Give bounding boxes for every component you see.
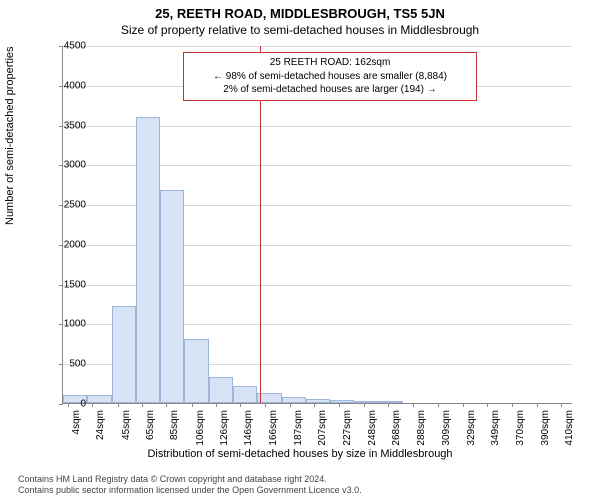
y-tick-label: 1500 — [40, 279, 86, 290]
histogram-bar — [282, 397, 306, 403]
y-tick-label: 4500 — [40, 41, 86, 52]
x-tick-mark — [537, 403, 538, 407]
x-tick-mark — [216, 403, 217, 407]
x-tick-mark — [240, 403, 241, 407]
x-tick-mark — [413, 403, 414, 407]
x-tick-label: 4sqm — [71, 410, 82, 434]
x-tick-label: 410sqm — [564, 410, 575, 446]
y-tick-label: 3500 — [40, 120, 86, 131]
y-tick-label: 0 — [40, 399, 86, 410]
x-tick-label: 85sqm — [169, 410, 180, 440]
y-tick-label: 1000 — [40, 319, 86, 330]
histogram-bar — [160, 190, 184, 403]
x-tick-mark — [290, 403, 291, 407]
histogram-bar — [184, 339, 208, 403]
x-tick-mark — [561, 403, 562, 407]
y-tick-label: 4000 — [40, 80, 86, 91]
x-tick-mark — [192, 403, 193, 407]
x-tick-mark — [463, 403, 464, 407]
histogram-bar — [87, 395, 111, 403]
y-tick-label: 3000 — [40, 160, 86, 171]
histogram-bar — [233, 386, 257, 404]
histogram-bar — [257, 393, 281, 403]
x-tick-mark — [118, 403, 119, 407]
x-tick-label: 309sqm — [441, 410, 452, 446]
footnote: Contains HM Land Registry data © Crown c… — [18, 474, 362, 497]
y-axis-label: Number of semi-detached properties — [4, 46, 16, 225]
x-tick-mark — [92, 403, 93, 407]
chart-title: 25, REETH ROAD, MIDDLESBROUGH, TS5 5JN — [0, 0, 600, 21]
x-tick-label: 349sqm — [490, 410, 501, 446]
x-tick-label: 370sqm — [515, 410, 526, 446]
x-tick-label: 24sqm — [95, 410, 106, 440]
x-tick-label: 207sqm — [317, 410, 328, 446]
x-tick-mark — [339, 403, 340, 407]
footnote-line2: Contains public sector information licen… — [18, 485, 362, 496]
x-tick-label: 248sqm — [367, 410, 378, 446]
y-tick-label: 500 — [40, 359, 86, 370]
x-tick-mark — [388, 403, 389, 407]
histogram-bar — [330, 400, 354, 403]
x-tick-label: 227sqm — [342, 410, 353, 446]
x-tick-label: 166sqm — [268, 410, 279, 446]
x-tick-label: 126sqm — [219, 410, 230, 446]
x-axis-label: Distribution of semi-detached houses by … — [0, 448, 600, 460]
grid-line — [63, 46, 572, 47]
y-tick-label: 2500 — [40, 200, 86, 211]
histogram-bar — [306, 399, 330, 403]
histogram-bar — [379, 401, 403, 403]
histogram-bar — [136, 117, 160, 403]
y-tick-label: 2000 — [40, 239, 86, 250]
x-tick-label: 106sqm — [195, 410, 206, 446]
histogram-bar — [112, 306, 136, 403]
histogram-bar — [209, 377, 233, 403]
x-tick-mark — [438, 403, 439, 407]
x-tick-label: 268sqm — [391, 410, 402, 446]
x-tick-label: 65sqm — [145, 410, 156, 440]
annotation-line3: 2% of semi-detached houses are larger (1… — [190, 83, 470, 97]
x-tick-mark — [364, 403, 365, 407]
x-tick-mark — [487, 403, 488, 407]
x-tick-label: 329sqm — [466, 410, 477, 446]
x-tick-label: 187sqm — [293, 410, 304, 446]
x-tick-mark — [314, 403, 315, 407]
x-tick-mark — [166, 403, 167, 407]
x-tick-label: 45sqm — [121, 410, 132, 440]
x-tick-label: 146sqm — [243, 410, 254, 446]
annotation-line1: 25 REETH ROAD: 162sqm — [190, 56, 470, 70]
footnote-line1: Contains HM Land Registry data © Crown c… — [18, 474, 362, 485]
x-tick-label: 288sqm — [416, 410, 427, 446]
annotation-box: 25 REETH ROAD: 162sqm← 98% of semi-detac… — [183, 52, 477, 101]
chart-subtitle: Size of property relative to semi-detach… — [0, 21, 600, 37]
histogram-bar — [354, 401, 378, 403]
plot-area: 25 REETH ROAD: 162sqm← 98% of semi-detac… — [62, 46, 572, 404]
x-tick-mark — [142, 403, 143, 407]
x-tick-mark — [265, 403, 266, 407]
annotation-line2: ← 98% of semi-detached houses are smalle… — [190, 70, 470, 84]
x-tick-label: 390sqm — [540, 410, 551, 446]
chart-container: { "title": "25, REETH ROAD, MIDDLESBROUG… — [0, 0, 600, 500]
x-tick-mark — [512, 403, 513, 407]
